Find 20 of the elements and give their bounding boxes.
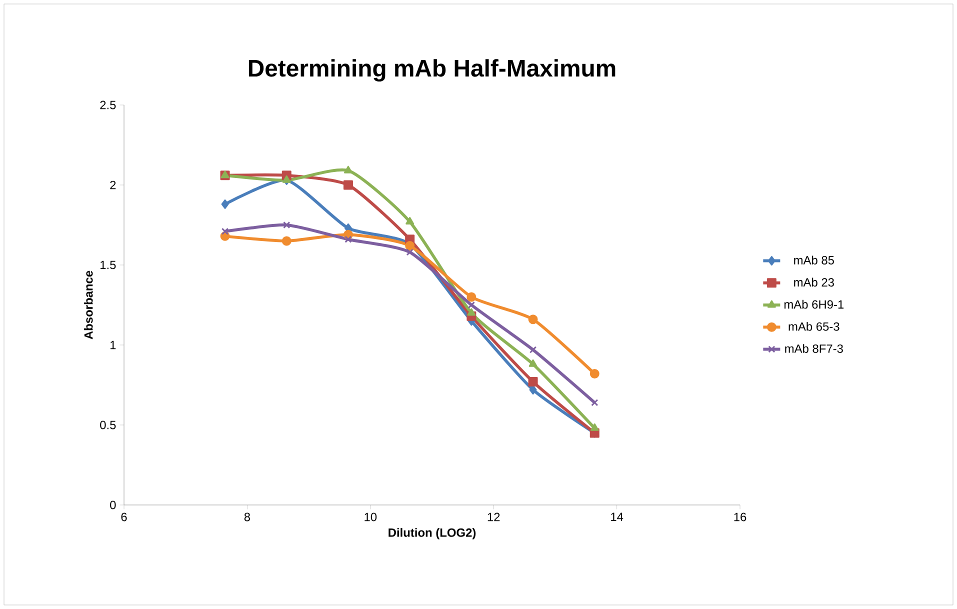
y-tick-label: 2: [110, 180, 116, 190]
y-axis-title: Absorbance: [84, 270, 93, 340]
y-tick-label: 1: [110, 340, 116, 350]
legend-label: mAb 8F7-3: [785, 344, 843, 353]
x-tick-label: 8: [244, 512, 250, 522]
legend-label: mAb 6H9-1: [784, 300, 844, 309]
chart-title: Determining mAb Half-Maximum: [248, 59, 616, 82]
x-axis-title: Dilution (LOG2): [388, 528, 476, 540]
x-tick-label: 10: [364, 512, 377, 522]
legend-label: mAb 85: [794, 256, 834, 264]
x-tick-label: 16: [734, 512, 746, 522]
legend-label: mAb 65-3: [788, 322, 840, 331]
y-tick-label: 2.5: [100, 100, 116, 110]
y-tick-label: 0.5: [100, 420, 116, 430]
y-tick-label: 0: [110, 500, 116, 510]
legend-label: mAb 23: [794, 278, 834, 287]
x-tick-label: 12: [488, 512, 500, 522]
y-tick-label: 1.5: [100, 260, 116, 270]
x-tick-label: 6: [121, 512, 127, 522]
x-tick-label: 14: [611, 512, 624, 521]
